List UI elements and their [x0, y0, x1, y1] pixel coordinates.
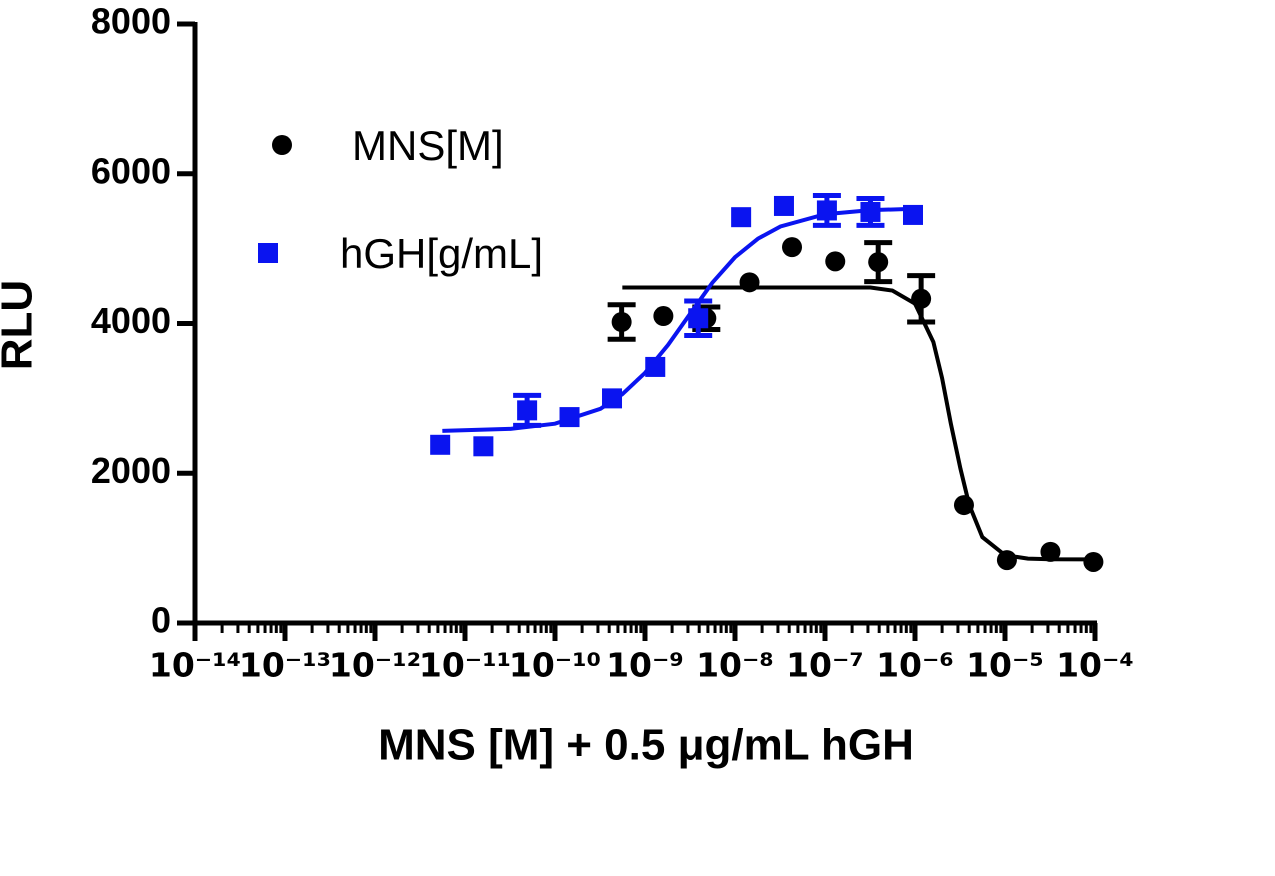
legend-marker	[272, 135, 292, 155]
data-point	[868, 252, 889, 273]
x-tick-label: 10⁻⁸	[696, 646, 774, 685]
data-point	[911, 288, 932, 309]
x-tick-label: 10⁻⁶	[876, 646, 954, 685]
data-point	[860, 201, 881, 222]
data-point	[602, 388, 623, 409]
legend-marker	[258, 243, 278, 263]
data-point	[645, 356, 666, 377]
data-point	[825, 251, 846, 272]
data-point	[517, 400, 538, 421]
y-tick-label: 4000	[91, 300, 171, 341]
x-tick-label: 10⁻⁵	[966, 646, 1044, 685]
data-point	[782, 237, 803, 258]
x-tick-label: 10⁻¹⁰	[509, 646, 601, 685]
x-tick-label: 10⁻¹¹	[419, 646, 511, 685]
data-point	[1040, 541, 1061, 562]
data-point	[953, 495, 974, 516]
x-tick-label: 10⁻⁹	[606, 646, 684, 685]
fit-curve	[622, 285, 1096, 562]
data-point	[773, 195, 794, 216]
y-tick-label: 0	[151, 600, 171, 641]
x-tick-label: 10⁻⁷	[786, 646, 864, 685]
legend-label: hGH[g/mL]	[340, 230, 543, 277]
x-tick-label: 10⁻¹⁴	[149, 646, 241, 685]
data-point	[611, 312, 632, 333]
data-point	[653, 306, 674, 327]
data-point	[430, 434, 451, 455]
y-tick-label: 6000	[91, 150, 171, 191]
y-tick-label: 8000	[91, 1, 171, 42]
x-tick-label: 10⁻⁴	[1056, 646, 1134, 685]
y-axis-title: RLU	[0, 280, 42, 370]
data-point	[688, 308, 709, 329]
data-point	[559, 407, 580, 428]
data-point	[473, 436, 494, 457]
data-point	[739, 272, 760, 293]
x-tick-label: 10⁻¹²	[329, 646, 421, 685]
data-point	[731, 207, 752, 228]
x-tick-label: 10⁻¹³	[239, 646, 331, 685]
legend-label: MNS[M]	[352, 122, 504, 169]
data-point	[816, 200, 837, 221]
data-point	[996, 550, 1017, 571]
data-point	[1083, 551, 1104, 572]
y-tick-label: 2000	[91, 450, 171, 491]
data-point	[902, 204, 923, 225]
x-axis-title: MNS [M] + 0.5 μg/mL hGH	[378, 721, 914, 770]
